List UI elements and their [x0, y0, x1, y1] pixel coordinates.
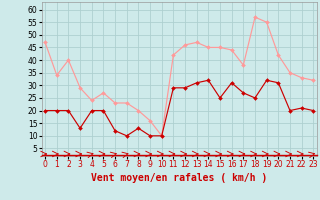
X-axis label: Vent moyen/en rafales ( km/h ): Vent moyen/en rafales ( km/h ) [91, 173, 267, 183]
